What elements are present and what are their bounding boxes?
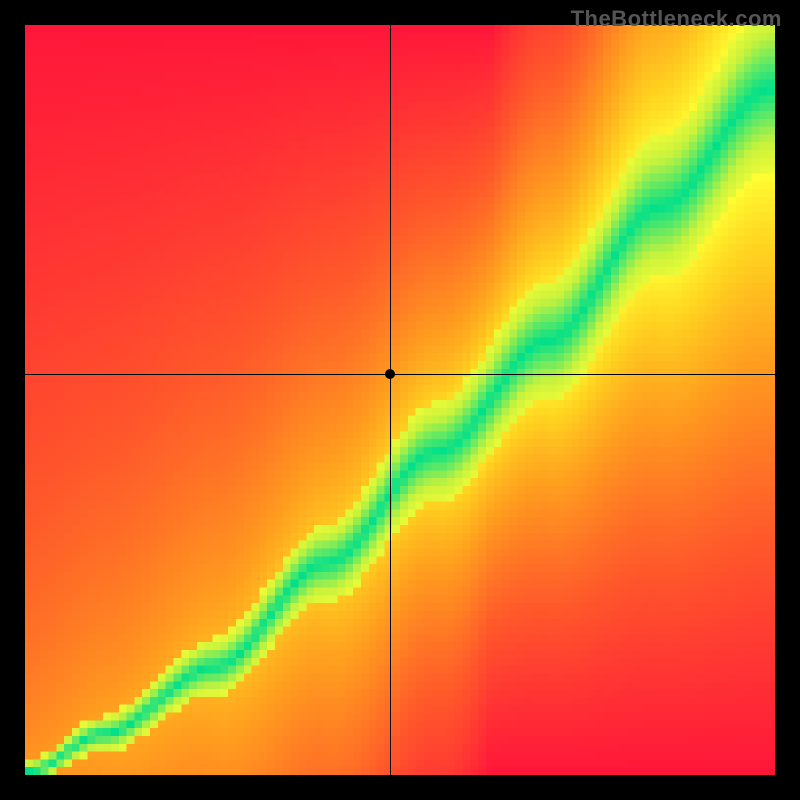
crosshair-vertical [390, 25, 391, 775]
crosshair-horizontal [25, 374, 775, 375]
watermark-text: TheBottleneck.com [571, 6, 782, 32]
heatmap-canvas [25, 25, 775, 775]
heatmap-plot [25, 25, 775, 775]
crosshair-marker-dot [385, 369, 395, 379]
